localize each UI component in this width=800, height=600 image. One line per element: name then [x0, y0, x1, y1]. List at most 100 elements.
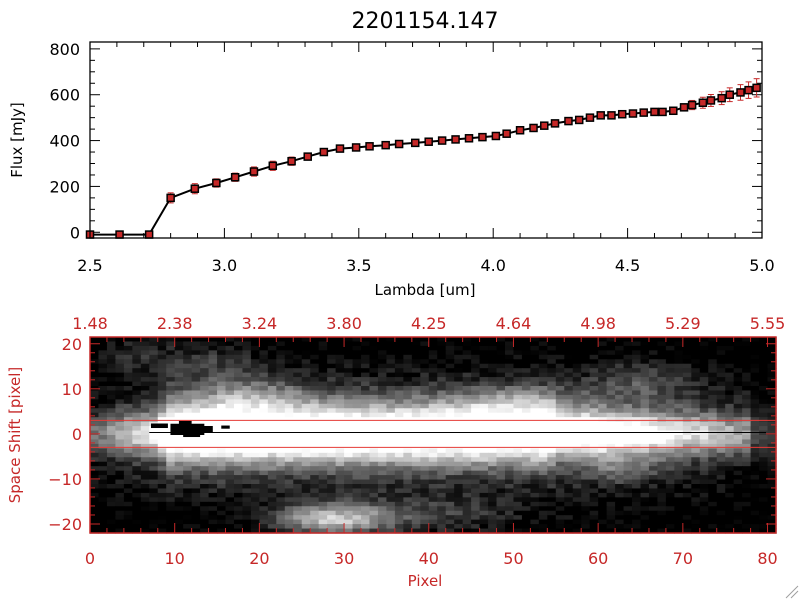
heatmap-cell — [123, 497, 133, 503]
heatmap-cell — [233, 337, 244, 343]
heatmap-cell — [564, 377, 574, 383]
heatmap-cell — [140, 492, 150, 498]
heatmap-cell — [361, 519, 371, 525]
heatmap-cell — [513, 390, 523, 396]
heatmap-cell — [166, 497, 176, 503]
heatmap-cell — [521, 345, 531, 351]
heatmap-cell — [759, 510, 769, 516]
heatmap-cell — [98, 412, 108, 418]
heatmap-cell — [149, 448, 159, 454]
heatmap-cell — [344, 426, 354, 432]
heatmap-cell — [90, 497, 100, 503]
heatmap-cell — [674, 408, 684, 414]
heatmap-cell — [259, 510, 269, 516]
heatmap-cell — [318, 479, 328, 485]
heatmap-cell — [691, 452, 701, 458]
heatmap-cell — [183, 475, 193, 481]
heatmap-cell — [361, 372, 371, 378]
heatmap-cell — [225, 443, 235, 449]
heatmap-cell — [106, 488, 117, 494]
heatmap-cell — [394, 363, 404, 369]
heatmap-cell — [225, 497, 235, 503]
heatmap-cell — [98, 394, 108, 400]
heatmap-cell — [521, 435, 531, 441]
heatmap-cell — [318, 443, 328, 449]
heatmap-cell — [233, 341, 244, 347]
heatmap-cell — [471, 439, 481, 445]
heatmap-cell — [361, 457, 371, 463]
heatmap-cell — [217, 381, 227, 387]
heatmap-cell — [115, 399, 125, 405]
heatmap-cell — [555, 350, 565, 356]
heatmap-cell — [208, 372, 218, 378]
heatmap-cell — [369, 524, 379, 530]
heatmap-cell — [598, 479, 608, 485]
resize-grip-icon[interactable] — [785, 585, 799, 599]
heatmap-cell — [310, 337, 320, 343]
heatmap-cell — [361, 394, 371, 400]
heatmap-cell — [293, 403, 303, 409]
heatmap-cell — [725, 386, 735, 392]
heatmap-cell — [725, 492, 735, 498]
heatmap-cell — [454, 363, 464, 369]
heatmap-cell — [115, 510, 125, 516]
heatmap-cell — [589, 337, 599, 343]
heatmap-cell — [733, 426, 743, 432]
heatmap-cell — [98, 461, 108, 467]
heatmap-cell — [564, 435, 574, 441]
heatmap-cell — [200, 461, 210, 467]
heatmap-cell — [149, 506, 159, 512]
heatmap-cell — [513, 337, 523, 343]
heatmap-cell — [200, 337, 210, 343]
heatmap-cell — [132, 417, 142, 423]
heatmap-cell — [521, 466, 531, 472]
heatmap-cell — [394, 337, 404, 343]
heatmap-cell — [538, 515, 548, 521]
spectrum-y-tick-label: 200 — [49, 177, 80, 196]
heatmap-cell — [657, 492, 667, 498]
heatmap-cell — [682, 430, 692, 436]
heatmap-cell — [640, 452, 650, 458]
heatmap-cell — [572, 475, 582, 481]
heatmap-cell — [623, 430, 633, 436]
heatmap-cell — [615, 386, 625, 392]
heatmap-cell — [183, 470, 193, 476]
heatmap-cell — [750, 515, 760, 521]
heatmap-cell — [335, 506, 345, 512]
heatmap-cell — [445, 506, 455, 512]
heatmap-cell — [767, 452, 777, 458]
heatmap-cell — [242, 390, 252, 396]
heatmap-cell — [259, 528, 269, 534]
heatmap-cell — [293, 497, 303, 503]
heatmap-cell — [123, 501, 133, 507]
heatmap-cell — [267, 506, 277, 512]
heatmap-cell — [437, 430, 447, 436]
heatmap-cell — [250, 435, 260, 441]
heatmap-cell — [606, 394, 616, 400]
heatmap-cell — [725, 524, 735, 530]
heatmap-cell — [454, 506, 464, 512]
heatmap-cell — [123, 515, 133, 521]
heatmap-cell — [166, 466, 176, 472]
heatmap-cell — [335, 452, 345, 458]
heatmap-cell — [115, 421, 125, 427]
heatmap-cell — [166, 492, 176, 498]
heatmap-cell — [157, 372, 167, 378]
heatmap-cell — [335, 484, 345, 490]
heatmap-cell — [555, 470, 565, 476]
heatmap-cell — [471, 345, 481, 351]
heatmap-cell — [657, 484, 667, 490]
heatmap-cell — [352, 390, 362, 396]
heatmap-cell — [377, 501, 388, 507]
heatmap-cell — [632, 363, 642, 369]
heatmap-cell — [157, 337, 167, 343]
heatmap-cell — [665, 506, 675, 512]
heatmap-cell — [208, 403, 218, 409]
heatmap-cell — [411, 479, 421, 485]
heatmap-cell — [115, 443, 125, 449]
heatmap-cell — [217, 439, 227, 445]
heatmap-cell — [742, 426, 752, 432]
heatmap-cell — [759, 524, 769, 530]
data-point — [574, 115, 584, 125]
heatmap-cell — [293, 461, 303, 467]
